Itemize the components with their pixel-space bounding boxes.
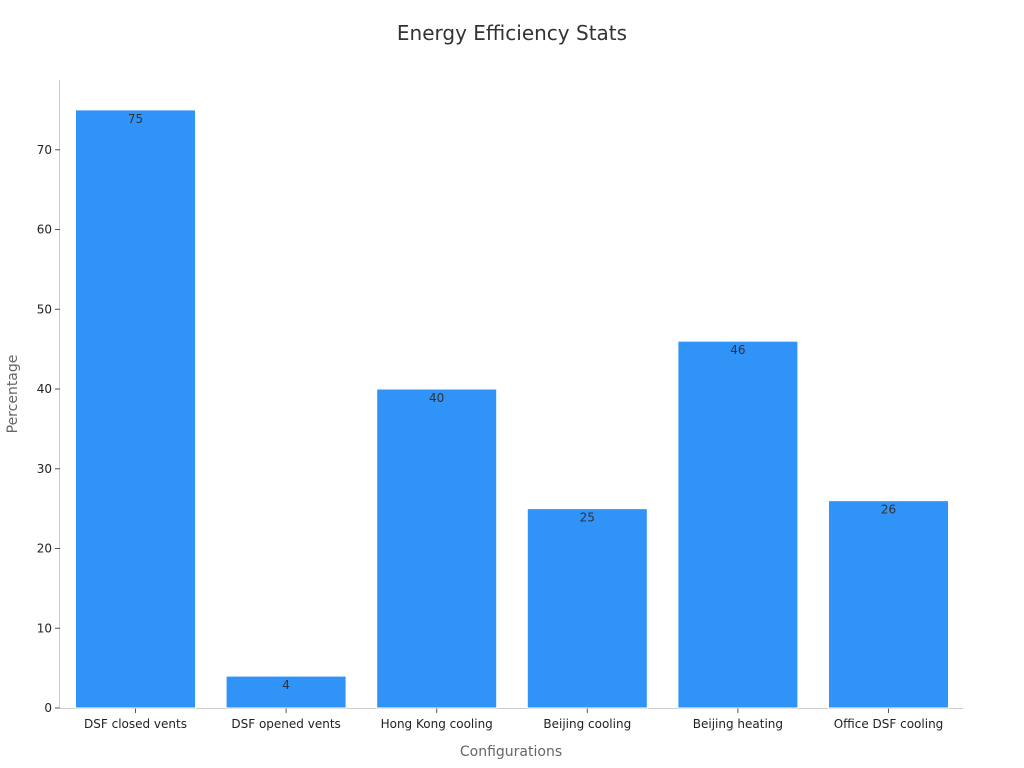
x-tick-label: Beijing heating xyxy=(693,717,783,731)
y-tick-label: 30 xyxy=(37,462,52,476)
x-axis: DSF closed vents DSF opened vents Hong Kon… xyxy=(59,708,963,731)
x-tick-label: DSF closed vents xyxy=(84,717,187,731)
bar-value-label: 4 xyxy=(282,678,290,692)
y-tick-label: 50 xyxy=(37,302,52,316)
bar-office-dsf-cooling xyxy=(828,500,949,709)
bar-hong-kong-cooling xyxy=(376,388,498,709)
bar-beijing-cooling xyxy=(526,508,648,709)
x-tick-label: Hong Kong cooling xyxy=(381,717,493,731)
y-axis-label: Percentage xyxy=(5,355,21,434)
y-tick-label: 40 xyxy=(37,382,52,396)
x-axis-label: Configurations xyxy=(460,744,562,760)
y-tick-label: 10 xyxy=(37,621,52,635)
bar-value-label: 40 xyxy=(429,391,444,405)
bar-value-label: 75 xyxy=(128,112,143,126)
y-tick-label: 70 xyxy=(37,143,52,157)
data-labels-group: 75 4 40 25 46 26 xyxy=(128,112,896,692)
bars-group xyxy=(75,109,949,709)
x-tick-label: Office DSF cooling xyxy=(834,717,944,731)
y-axis: 0 10 20 30 40 50 60 70 xyxy=(37,80,60,715)
bar-beijing-heating xyxy=(677,340,799,709)
bar-value-label: 25 xyxy=(580,511,595,525)
bar-dsf-opened-vents xyxy=(225,675,347,709)
bar-value-label: 26 xyxy=(881,503,896,517)
y-tick-label: 20 xyxy=(37,542,52,556)
y-tick-label: 0 xyxy=(44,701,52,715)
y-tick-label: 60 xyxy=(37,223,52,237)
chart-title: Energy Efficiency Stats xyxy=(397,21,627,45)
bar-value-label: 46 xyxy=(730,343,745,357)
bar-dsf-closed-vents xyxy=(75,109,196,709)
x-tick-label: Beijing cooling xyxy=(543,717,631,731)
x-tick-label: DSF opened vents xyxy=(231,717,340,731)
